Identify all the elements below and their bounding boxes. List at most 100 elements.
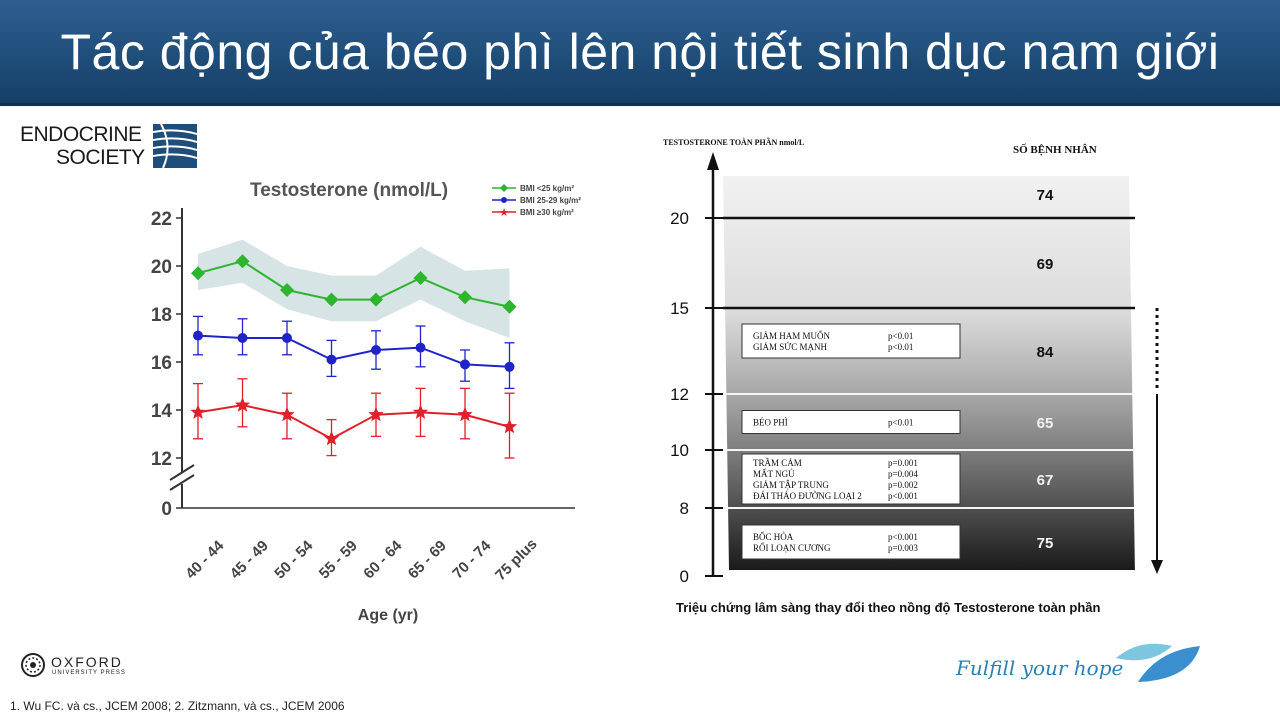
symptom-label: GIẢM TẬP TRUNG <box>753 480 829 490</box>
chart-title: Testosterone (nmol/L) <box>250 180 448 201</box>
series-1-point <box>504 361 515 372</box>
symptom-p-value: p<0.001 <box>888 491 918 501</box>
series-0-point <box>235 254 250 269</box>
series-1-point <box>282 333 292 343</box>
endocrine-society-logo: ENDOCRINE SOCIETY <box>20 124 200 170</box>
endocrine-logo-line1: ENDOCRINE <box>20 123 142 146</box>
series-0-point <box>502 299 517 314</box>
series-2-point <box>190 404 206 419</box>
patient-count: 75 <box>1037 535 1054 552</box>
y-tick-label: 22 <box>151 209 172 230</box>
y-tick-label: 20 <box>151 257 172 278</box>
symptom-chart-title: TESTOSTERONE TOÀN PHẦN nmol/L <box>663 137 804 147</box>
series-2-point <box>501 418 518 434</box>
symptom-label: BỐC HỎA <box>753 532 794 542</box>
x-tick-label: 45 - 49 <box>227 537 272 582</box>
symptom-chart-caption: Triệu chứng lâm sàng thay đổi theo nồng … <box>676 600 1101 615</box>
green-series-band <box>198 239 510 338</box>
symptom-box <box>741 323 961 359</box>
y-axis-arrowhead <box>707 152 719 170</box>
legend-label: BMI ≥30 kg/m² <box>520 208 574 217</box>
series-0-point <box>369 292 383 307</box>
x-tick-label: 55 - 59 <box>316 537 361 582</box>
right-arrowhead <box>1151 560 1163 574</box>
symptom-p-value: p<0.01 <box>888 342 913 352</box>
legend-label: BMI 25-29 kg/m² <box>520 196 581 205</box>
series-1-point <box>326 354 337 365</box>
oxford-name: OXFORD <box>51 654 123 670</box>
y-tick-label: 8 <box>680 499 689 518</box>
series-line-2 <box>197 404 510 440</box>
symptom-label: MẤT NGỦ <box>753 469 795 479</box>
series-1-point <box>237 333 248 343</box>
symptom-label: RỐI LOẠN CƯƠNG <box>753 543 831 553</box>
oxford-sub: UNIVERSITY PRESS <box>52 670 126 676</box>
symptom-box <box>741 453 961 505</box>
axis-break-mark-1 <box>169 464 195 481</box>
series-2-point <box>323 430 340 446</box>
x-tick-label: 60 - 64 <box>360 537 406 583</box>
oxford-ring-icon <box>21 653 45 677</box>
axis-break-mark-2 <box>169 474 195 491</box>
patient-count: 74 <box>1037 187 1054 204</box>
series-1-point <box>371 345 381 355</box>
x-tick-label: 75 plus <box>492 536 541 585</box>
series-2-point <box>412 404 429 419</box>
series-0-point <box>458 290 472 305</box>
y-tick-label: 14 <box>151 401 173 422</box>
endocrine-globe-icon <box>153 124 197 168</box>
legend-label: BMI <25 kg/m² <box>520 184 574 193</box>
legend-marker <box>501 197 507 203</box>
symptom-p-value: p=0.001 <box>888 458 918 468</box>
reference-note: 1. Wu FC. và cs., JCEM 2008; 2. Zitzmann… <box>10 699 345 713</box>
symptom-p-value: p<0.01 <box>888 418 913 428</box>
testosterone-bmi-chart: Testosterone (nmol/L) 22 20 18 16 14 12 0 40 - 4… <box>151 180 581 624</box>
symptom-p-value: p<0.001 <box>888 532 918 542</box>
x-tick-label: 50 - 54 <box>271 537 317 583</box>
series-1-point <box>460 359 470 370</box>
symptom-label: GIẢM SỨC MẠNH <box>753 342 827 352</box>
symptom-p-value: p=0.003 <box>888 543 918 553</box>
symptom-box <box>741 524 961 560</box>
title-bar: Tác động của béo phì lên nội tiết sinh d… <box>0 0 1280 106</box>
patient-count: 69 <box>1037 256 1054 273</box>
series-line-0 <box>197 260 510 308</box>
slide-title: Tác động của béo phì lên nội tiết sinh d… <box>60 23 1220 80</box>
legend-marker: ★ <box>499 207 509 219</box>
series-2-point <box>368 406 384 422</box>
gradient-block <box>723 170 1135 576</box>
y-tick-label: 12 <box>670 385 689 404</box>
symptom-p-value: p=0.002 <box>888 480 918 490</box>
oxford-university-press-logo: OXFORD UNIVERSITY PRESS <box>20 652 160 680</box>
patient-count: 67 <box>1037 472 1054 489</box>
symptom-p-value: p<0.01 <box>888 331 913 341</box>
y-tick-label: 0 <box>680 567 689 586</box>
symptom-label: TRẦM CẢM <box>753 458 802 468</box>
patient-count: 84 <box>1037 344 1054 361</box>
series-0-point <box>413 271 428 285</box>
series-2-point <box>279 406 295 422</box>
y-tick-label: 20 <box>670 209 689 228</box>
x-tick-label: 70 - 74 <box>449 537 495 583</box>
series-1-point <box>193 330 203 341</box>
x-tick-label: 40 - 44 <box>182 537 228 583</box>
symptom-box <box>741 410 961 434</box>
hope-slogan: Fulfill your hope <box>956 656 1124 680</box>
series-line-1 <box>197 334 510 368</box>
symptom-label: BÉO PHÌ <box>753 418 788 428</box>
y-tick-label: 10 <box>670 441 689 460</box>
y-tick-label: 16 <box>151 353 172 374</box>
symptom-p-value: p=0.004 <box>888 469 918 479</box>
series-0-point <box>324 292 339 307</box>
leaf-logo-icon <box>1116 643 1200 682</box>
endocrine-logo-line2: SOCIETY <box>56 146 145 169</box>
patient-count: 65 <box>1037 415 1054 432</box>
series-2-point <box>234 397 251 412</box>
x-tick-label: 65 - 69 <box>405 537 450 582</box>
y-tick-label: 18 <box>151 305 172 326</box>
patient-count-header: SỐ BỆNH NHÂN <box>1013 143 1097 156</box>
series-2-point <box>457 406 473 422</box>
testosterone-symptom-chart: TESTOSTERONE TOÀN PHẦN nmol/L SỐ BỆNH NHÂ… <box>663 137 1163 586</box>
x-axis-title: Age (yr) <box>358 607 418 624</box>
y-tick-label: 15 <box>670 299 689 318</box>
